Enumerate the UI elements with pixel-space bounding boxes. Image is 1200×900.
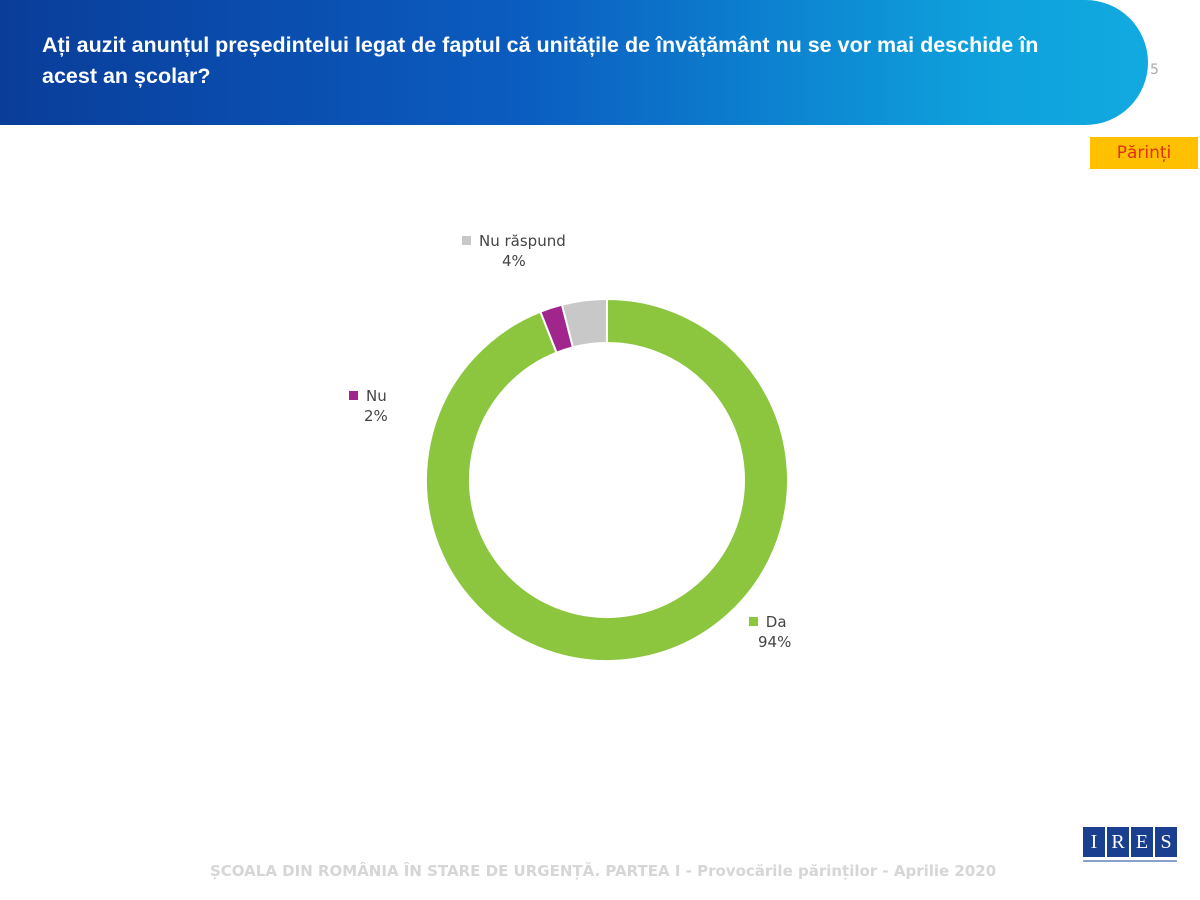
logo-underline bbox=[1083, 860, 1177, 862]
page-title: Ați auzit anunțul președintelui legat de… bbox=[42, 33, 1039, 88]
value-label: 4% bbox=[501, 252, 526, 270]
logo-letter: I bbox=[1083, 827, 1105, 857]
legend-swatch-nu-raspund bbox=[462, 236, 471, 245]
footer-text: ȘCOALA DIN ROMÂNIA ÎN STARE DE URGENȚĂ. … bbox=[210, 862, 997, 880]
legend-swatch-nu bbox=[349, 391, 359, 400]
logo-letter: E bbox=[1131, 827, 1153, 857]
category-label: Nu bbox=[366, 387, 387, 405]
value-label: 2% bbox=[364, 407, 388, 425]
donut-slice-nu-rspund bbox=[560, 297, 608, 349]
category-label: Nu răspund bbox=[479, 232, 566, 250]
logo-letter: R bbox=[1107, 827, 1129, 857]
label-da: Da 94% bbox=[744, 612, 791, 652]
logo-letter: S bbox=[1155, 827, 1177, 857]
donut-slice-da bbox=[425, 297, 789, 662]
label-nu: Nu 2% bbox=[348, 386, 388, 426]
legend-swatch-da bbox=[748, 617, 758, 626]
audience-badge: Părinți bbox=[1090, 137, 1198, 169]
label-nu-raspund: Nu răspund 4% bbox=[462, 231, 566, 271]
value-label: 94% bbox=[758, 633, 792, 651]
page-number: 5 bbox=[1150, 62, 1159, 78]
category-label: Da bbox=[765, 613, 787, 631]
header-banner: Ați auzit anunțul președintelui legat de… bbox=[0, 0, 1148, 125]
